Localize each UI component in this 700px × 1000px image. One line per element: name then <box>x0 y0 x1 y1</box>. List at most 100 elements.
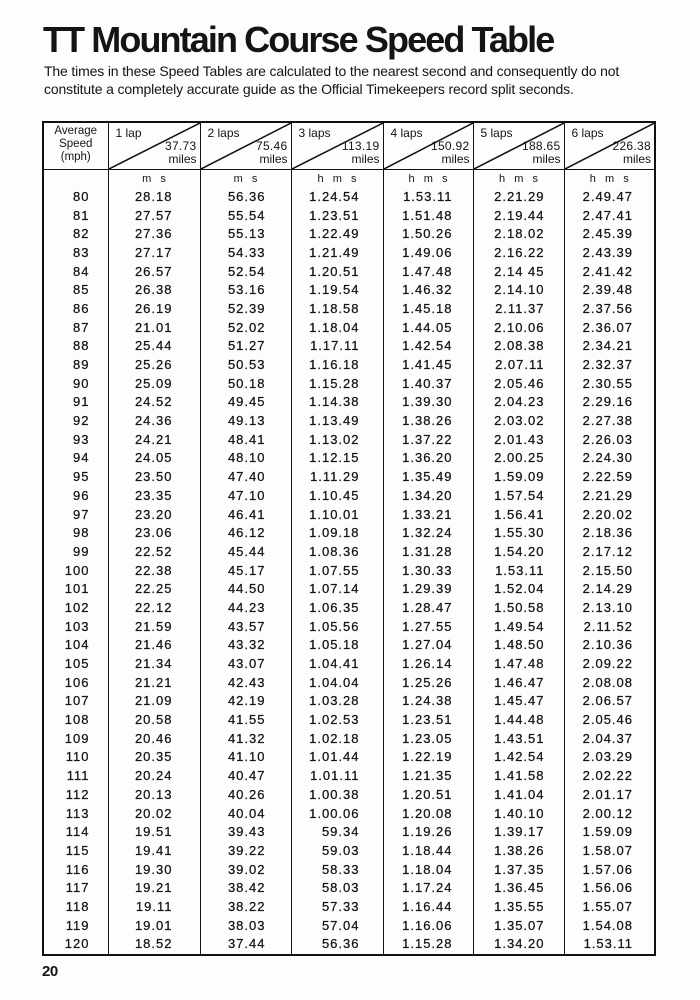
time-cell: 1.01.11 <box>290 766 384 785</box>
lap-distance-unit: miles <box>168 152 197 166</box>
time-cell: 1.50.26 <box>382 224 474 244</box>
time-cell: 49.45 <box>199 392 292 412</box>
time-cell: 1.43.51 <box>472 728 565 748</box>
table-row: 86 26.19 52.39 1.18.58 1.45.18 2.11.37 2.37.56 <box>42 299 656 318</box>
speed-cell: 111 <box>42 766 109 785</box>
time-cell: 1.37.22 <box>382 429 474 449</box>
speed-cell: 107 <box>42 691 109 711</box>
time-cell: 1.53.11 <box>382 187 474 206</box>
table-row: 80 28.18 56.36 1.24.54 1.53.11 2.21.29 2.49.47 <box>42 187 656 206</box>
time-cell: 1.48.50 <box>472 635 565 655</box>
time-cell: 45.44 <box>199 542 292 561</box>
time-cell: 1.15.28 <box>290 373 384 393</box>
time-cell: 41.10 <box>199 747 292 767</box>
lap-distance: 75.46 <box>255 139 288 153</box>
speed-cell: 84 <box>42 261 109 281</box>
speed-cell: 85 <box>42 280 109 300</box>
time-cell: 1.16.06 <box>382 915 474 935</box>
time-cell: 21.01 <box>107 317 201 337</box>
time-cell: 2.17.12 <box>563 542 656 561</box>
table-row: 95 23.50 47.40 1.11.29 1.35.49 1.59.09 2.22.59 <box>42 467 656 486</box>
time-cell: 1.59.09 <box>472 467 565 486</box>
table-row: 118 19.11 38.22 57.33 1.16.44 1.35.55 1.55.07 <box>42 897 656 916</box>
time-cell: 1.19.54 <box>290 280 384 300</box>
time-cell: 1.20.51 <box>290 261 384 281</box>
time-cell: 1.41.58 <box>472 766 565 785</box>
speed-cell: 110 <box>42 747 109 767</box>
table-row: 84 26.57 52.54 1.20.51 1.47.48 2.14 45 2.41.42 <box>42 261 656 281</box>
time-cell: 58.33 <box>290 859 384 879</box>
time-cell: 1.18.04 <box>382 859 474 879</box>
time-cell: 1.35.49 <box>382 467 474 486</box>
time-cell: 57.33 <box>290 897 384 916</box>
time-cell: 1.57.06 <box>563 859 656 879</box>
time-cell: 44.50 <box>199 579 292 599</box>
table-row: 110 20.35 41.10 1.01.44 1.22.19 1.42.54 2.03.2… <box>42 747 656 767</box>
time-cell: 43.57 <box>199 616 292 636</box>
speed-cell: 94 <box>42 448 109 468</box>
table-row: 116 19.30 39.02 58.33 1.18.04 1.37.35 1.57.06 <box>42 859 656 879</box>
time-cell: 2.00.25 <box>472 448 565 468</box>
time-cell: 2.34.21 <box>563 336 656 356</box>
speed-cell: 115 <box>42 841 109 860</box>
time-cell: 2.01.17 <box>563 785 656 804</box>
time-cell: 58.03 <box>290 878 384 898</box>
speed-table: Average Speed (mph) 1 lap 37.73 miles 2 lap… <box>42 121 656 957</box>
time-cell: 2.18.02 <box>472 224 565 244</box>
time-units-label: h m s <box>290 169 384 187</box>
time-units-label: m s <box>199 169 292 187</box>
table-row: 114 19.51 39.43 59.34 1.19.26 1.39.17 1.59.09 <box>42 822 656 842</box>
time-cell: 1.08.36 <box>290 542 384 561</box>
time-cell: 42.19 <box>199 691 292 711</box>
time-cell: 1.52.04 <box>472 579 565 599</box>
time-cell: 38.42 <box>199 878 292 898</box>
time-cell: 1.23.51 <box>290 205 384 225</box>
time-cell: 1.54.08 <box>563 915 656 935</box>
time-cell: 1.21.49 <box>290 243 384 262</box>
time-cell: 1.47.48 <box>472 654 565 673</box>
time-cell: 1.55.07 <box>563 897 656 916</box>
time-cell: 1.59.09 <box>563 822 656 842</box>
diagonal-divider <box>384 123 473 169</box>
table-row: 112 20.13 40.26 1.00.38 1.20.51 1.41.04 2.01.1… <box>42 785 656 804</box>
time-cell: 56.36 <box>290 934 384 956</box>
time-cell: 1.05.56 <box>290 616 384 636</box>
table-row: 92 24.36 49.13 1.13.49 1.38.26 2.03.02 2.27.38 <box>42 411 656 430</box>
time-cell: 2.32.37 <box>563 355 656 374</box>
time-cell: 1.16.44 <box>382 897 474 916</box>
time-cell: 1.33.21 <box>382 504 474 524</box>
table-row: 94 24.05 48.10 1.12.15 1.36.20 2.00.25 2.24.30 <box>42 448 656 468</box>
time-cell: 39.43 <box>199 822 292 842</box>
time-cell: 2.45.39 <box>563 224 656 244</box>
time-cell: 57.04 <box>290 915 384 935</box>
time-cell: 46.41 <box>199 504 292 524</box>
speed-cell: 99 <box>42 542 109 561</box>
time-cell: 1.20.51 <box>382 785 474 804</box>
lap-column-header: 1 lap 37.73 miles <box>107 122 201 170</box>
speed-cell: 105 <box>42 654 109 673</box>
time-cell: 21.34 <box>107 654 201 673</box>
time-cell: 24.05 <box>107 448 201 468</box>
time-cell: 28.18 <box>107 187 201 206</box>
time-cell: 1.39.30 <box>382 392 474 412</box>
time-cell: 1.18.04 <box>290 317 384 337</box>
time-cell: 1.53.11 <box>563 934 656 956</box>
time-cell: 1.27.04 <box>382 635 474 655</box>
diagonal-divider <box>201 123 291 169</box>
time-cell: 2.02.22 <box>563 766 656 785</box>
time-cell: 25.44 <box>107 336 201 356</box>
time-cell: 21.46 <box>107 635 201 655</box>
time-cell: 2.39.48 <box>563 280 656 300</box>
time-cell: 1.21.35 <box>382 766 474 785</box>
time-units-label: h m s <box>382 169 474 187</box>
time-cell: 1.09.18 <box>290 523 384 543</box>
table-row: 104 21.46 43.32 1.05.18 1.27.04 1.48.50 2.10.3… <box>42 635 656 655</box>
time-units-label: h m s <box>472 169 565 187</box>
time-cell: 1.26.14 <box>382 654 474 673</box>
time-cell: 1.41.45 <box>382 355 474 374</box>
time-cell: 1.25.26 <box>382 672 474 692</box>
time-cell: 2.05.46 <box>563 710 656 729</box>
time-cell: 1.24.38 <box>382 691 474 711</box>
speed-header-line: (mph) <box>60 151 91 163</box>
time-cell: 27.36 <box>107 224 201 244</box>
